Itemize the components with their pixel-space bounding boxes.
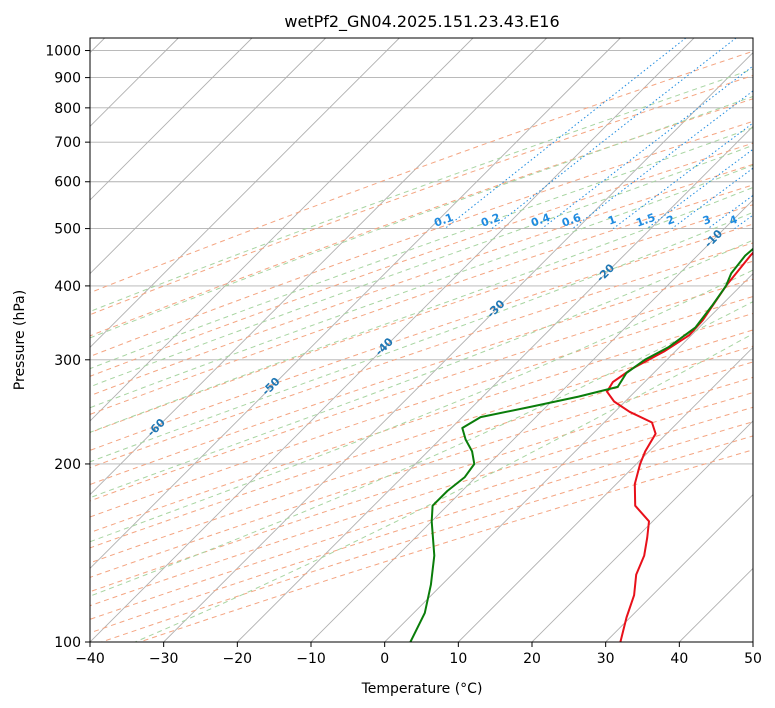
x-tick-label: 40 <box>670 651 688 667</box>
x-axis: −40 −30 −20 −10 0 10 20 30 40 50 <box>75 642 762 667</box>
x-tick-label: 0 <box>380 651 389 667</box>
dry-adiabat-line <box>90 204 753 434</box>
mixing-ratio-line <box>572 90 753 229</box>
dry-adiabat-line <box>90 98 753 337</box>
x-tick-label: −30 <box>149 651 179 667</box>
x-tick-label: −10 <box>296 651 326 667</box>
x-tick-label: 30 <box>597 651 615 667</box>
adiabat-layer <box>90 50 753 642</box>
y-tick-label: 100 <box>54 635 81 651</box>
moist-adiabat-line <box>90 127 753 370</box>
dry-adiabat-line <box>90 184 753 415</box>
dry-adiabat-line <box>90 376 753 593</box>
mixing-ratio-label: 1.5 <box>634 211 657 230</box>
grid-layer <box>90 38 753 642</box>
mixing-ratio-label: 2 <box>665 213 677 228</box>
isotherm-line <box>237 125 753 642</box>
profile-line <box>409 247 753 642</box>
profile-series-layer <box>409 247 753 642</box>
chart-title: wetPf2_GN04.2025.151.23.43.E16 <box>284 12 559 32</box>
x-tick-label: −20 <box>223 651 253 667</box>
isotherm-line <box>90 38 621 569</box>
moist-adiabat-line <box>134 333 753 642</box>
mixing-ratio-line <box>671 167 753 230</box>
isotherm-line <box>90 38 695 642</box>
moist-adiabat-line <box>90 68 753 313</box>
x-tick-label: 10 <box>449 651 467 667</box>
y-tick-label: 1000 <box>45 44 81 60</box>
mixing-ratio-label: 0.1 <box>432 211 455 230</box>
isotherm-line <box>384 273 753 642</box>
mixing-ratio-label: 0.6 <box>560 211 583 230</box>
x-tick-label: 50 <box>744 651 762 667</box>
mixing-ratio-label: 0.2 <box>479 211 502 230</box>
dry-adiabat-line <box>90 74 753 316</box>
dry-adiabat-line <box>90 295 753 518</box>
dry-adiabat-line <box>90 163 753 397</box>
dry-adiabat-line <box>90 329 753 549</box>
isotherm-line <box>605 494 753 642</box>
mixing-ratio-label: 1 <box>606 213 618 228</box>
profile-line <box>606 251 753 642</box>
y-tick-label: 800 <box>54 101 81 117</box>
isotherm-line <box>90 38 400 348</box>
x-axis-title: Temperature (°C) <box>361 681 483 697</box>
y-tick-label: 300 <box>54 353 81 369</box>
plot-area: 0.10.20.40.611.52346810131620253036-100-… <box>90 38 753 642</box>
moist-adiabat-line <box>90 186 753 433</box>
mixing-ratio-label: 3 <box>701 213 713 228</box>
y-tick-label: 700 <box>54 135 81 151</box>
y-axis: 1000 900 800 700 600 500 400 300 200 100 <box>45 44 90 651</box>
mixing-ratio-label: 4 <box>728 213 740 228</box>
y-tick-label: 600 <box>54 175 81 191</box>
isotherm-line <box>90 38 253 201</box>
isotherm-line <box>163 52 753 642</box>
y-tick-label: 400 <box>54 279 81 295</box>
isotherm-line <box>458 346 753 642</box>
dry-adiabat-line <box>90 345 753 564</box>
isotherm-line <box>90 38 547 496</box>
y-tick-label: 500 <box>54 222 81 238</box>
isotherm-line <box>531 420 753 642</box>
moist-adiabat-line <box>90 301 753 597</box>
isotherm-line <box>90 38 326 275</box>
y-tick-label: 200 <box>54 457 81 473</box>
x-tick-label: −40 <box>75 651 105 667</box>
mixing-ratio-label: 0.4 <box>529 211 552 230</box>
isotherm-line <box>90 38 474 422</box>
x-tick-label: 20 <box>523 651 541 667</box>
dry-adiabat-line <box>90 50 753 294</box>
plot-frame <box>89 37 754 643</box>
mixing-ratio-layer <box>444 38 753 230</box>
dry-adiabat-line <box>90 242 753 469</box>
moist-adiabat-line <box>90 95 753 339</box>
mixing-ratio-line <box>541 65 753 229</box>
dry-adiabat-line <box>90 392 753 607</box>
y-tick-label: 900 <box>54 71 81 87</box>
y-axis-title: Pressure (hPa) <box>12 290 28 390</box>
